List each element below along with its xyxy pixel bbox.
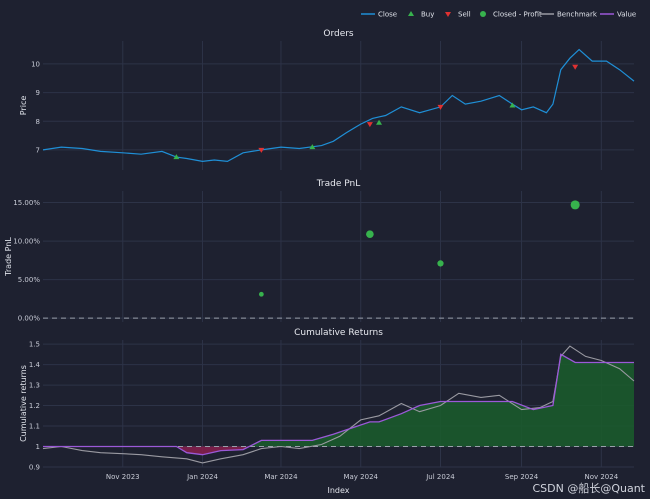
x-tick-label: Sep 2024 xyxy=(505,473,539,481)
y-tick-label: 7 xyxy=(36,146,40,154)
y-tick-label: 1.2 xyxy=(29,402,40,410)
legend-profit-marker-icon xyxy=(480,11,486,17)
close-price-line xyxy=(42,48,635,163)
x-tick-label: Nov 2024 xyxy=(584,473,618,481)
x-tick-label: May 2024 xyxy=(343,473,378,481)
y-tick-label: 1.5 xyxy=(29,341,40,349)
legend-item-closed-profit: Closed - Profit xyxy=(480,11,542,19)
sell-marker xyxy=(366,122,373,128)
y-tick-label: 10 xyxy=(31,60,40,68)
legend-item-sell: Sell xyxy=(445,11,471,19)
x-axis-label: Index xyxy=(327,486,349,495)
y-tick-label: 0.00% xyxy=(18,315,41,323)
x-tick-label: Mar 2024 xyxy=(264,473,298,481)
legend-item-value: Value xyxy=(600,11,636,19)
value-line xyxy=(43,353,634,456)
legend-item-close: Close xyxy=(361,11,397,19)
x-tick-label: Jul 2024 xyxy=(425,473,455,481)
trade-pnl-point xyxy=(437,260,444,267)
legend-label: Benchmark xyxy=(557,11,598,19)
y-tick-label: 9 xyxy=(36,89,40,97)
y-tick-label: 1.4 xyxy=(29,361,41,369)
y-axis-label: Trade PnL xyxy=(4,237,13,277)
y-tick-label: 15.00% xyxy=(13,199,40,207)
y-axis-label: Price xyxy=(19,96,28,116)
panel-title: Orders xyxy=(323,29,354,39)
y-tick-label: 1 xyxy=(36,443,40,451)
y-tick-label: 1.3 xyxy=(29,382,40,390)
trade-pnl-point xyxy=(366,230,374,238)
returns-positive-area xyxy=(43,354,634,447)
sell-marker xyxy=(572,64,579,70)
buy-marker xyxy=(509,102,516,108)
legend-item-benchmark: Benchmark xyxy=(540,11,598,19)
returns-negative-area xyxy=(43,446,634,455)
legend-buy-marker-icon xyxy=(408,11,414,16)
buy-marker xyxy=(376,119,383,125)
y-tick-label: 0.9 xyxy=(29,464,40,472)
legend-label: Value xyxy=(617,11,636,19)
legend-label: Close xyxy=(378,11,397,19)
watermark-text: CSDN @船长@Quant xyxy=(532,481,645,495)
y-tick-label: 5.00% xyxy=(18,276,41,284)
buy-marker xyxy=(173,154,180,160)
legend-label: Buy xyxy=(421,11,434,19)
legend-sell-marker-icon xyxy=(445,12,451,17)
sell-marker xyxy=(437,104,444,110)
sell-marker xyxy=(258,147,265,153)
buy-marker xyxy=(309,144,316,150)
y-axis-label: Cumulative returns xyxy=(19,365,28,442)
trade-pnl-point xyxy=(258,291,264,297)
y-tick-label: 8 xyxy=(36,118,40,126)
legend-label: Closed - Profit xyxy=(493,11,542,19)
trade-pnl-point xyxy=(570,200,580,210)
legend-label: Sell xyxy=(458,11,471,19)
legend-item-buy: Buy xyxy=(408,11,434,19)
panel-title: Cumulative Returns xyxy=(294,328,383,338)
y-tick-label: 10.00% xyxy=(13,238,40,246)
x-tick-label: Jan 2024 xyxy=(186,473,218,481)
y-tick-label: 1.1 xyxy=(29,423,40,431)
panel-title: Trade PnL xyxy=(316,179,361,189)
x-tick-label: Nov 2023 xyxy=(106,473,140,481)
